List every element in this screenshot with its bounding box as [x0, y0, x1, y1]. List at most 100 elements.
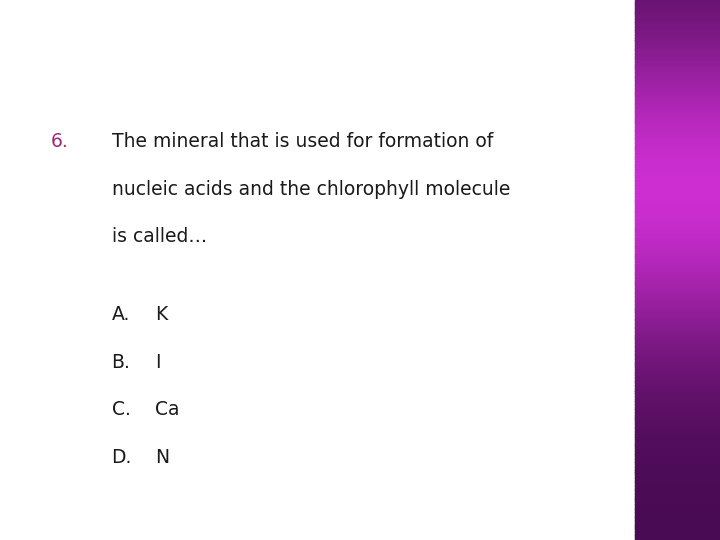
Bar	[635, 390, 720, 394]
Bar	[635, 245, 720, 248]
Bar	[635, 153, 720, 157]
Bar	[635, 272, 720, 275]
Bar	[635, 42, 720, 46]
Bar	[635, 361, 720, 365]
Bar	[635, 218, 720, 221]
Bar	[635, 374, 720, 378]
Bar	[635, 247, 720, 251]
Bar	[635, 215, 720, 219]
Bar	[635, 385, 720, 389]
Bar	[635, 156, 720, 159]
Bar	[635, 531, 720, 535]
Bar	[635, 85, 720, 89]
Bar	[635, 512, 720, 516]
Bar	[635, 118, 720, 122]
Bar	[635, 504, 720, 508]
Bar	[635, 509, 720, 513]
Bar	[635, 423, 720, 427]
Bar	[635, 461, 720, 464]
Text: nucleic acids and the chlorophyll molecule: nucleic acids and the chlorophyll molecu…	[112, 180, 510, 199]
Bar	[635, 412, 720, 416]
Bar	[635, 0, 720, 3]
Bar	[635, 45, 720, 49]
Bar	[635, 134, 720, 138]
Bar	[635, 172, 720, 176]
Bar	[635, 204, 720, 208]
Bar	[635, 201, 720, 205]
Bar	[635, 336, 720, 340]
Bar	[635, 436, 720, 440]
Bar	[635, 407, 720, 410]
Bar	[635, 482, 720, 486]
Bar	[635, 64, 720, 68]
Bar	[635, 366, 720, 370]
Bar	[635, 107, 720, 111]
Text: Ca: Ca	[155, 400, 179, 419]
Bar	[635, 363, 720, 367]
Bar	[635, 299, 720, 302]
Bar	[635, 434, 720, 437]
Bar	[635, 177, 720, 181]
Bar	[635, 496, 720, 500]
Bar	[635, 239, 720, 243]
Bar	[635, 536, 720, 540]
Bar	[635, 307, 720, 310]
Bar	[635, 498, 720, 502]
Text: I: I	[155, 353, 161, 372]
Bar	[635, 355, 720, 359]
Bar	[635, 112, 720, 116]
Bar	[635, 250, 720, 254]
Bar	[635, 288, 720, 292]
Bar	[635, 80, 720, 84]
Bar	[635, 301, 720, 305]
Bar	[635, 469, 720, 472]
Bar	[635, 58, 720, 62]
Bar	[635, 69, 720, 73]
Bar	[635, 428, 720, 432]
Bar	[635, 409, 720, 413]
Text: K: K	[155, 305, 167, 324]
Bar	[635, 104, 720, 108]
Bar	[635, 131, 720, 135]
Bar	[635, 447, 720, 451]
Bar	[635, 480, 720, 483]
Bar	[635, 12, 720, 16]
Bar	[635, 501, 720, 505]
Bar	[635, 342, 720, 346]
Bar	[635, 199, 720, 202]
Bar	[635, 377, 720, 381]
Bar	[635, 353, 720, 356]
Bar	[635, 61, 720, 65]
Bar	[635, 226, 720, 230]
Bar	[635, 396, 720, 400]
Bar	[635, 139, 720, 143]
Bar	[635, 293, 720, 297]
Bar	[635, 72, 720, 76]
Bar	[635, 115, 720, 119]
Bar	[635, 185, 720, 189]
Bar	[635, 358, 720, 362]
Bar	[635, 417, 720, 421]
Bar	[635, 466, 720, 470]
Bar	[635, 166, 720, 170]
Bar	[635, 463, 720, 467]
Bar	[635, 56, 720, 59]
Bar	[635, 26, 720, 30]
Bar	[635, 129, 720, 132]
Bar	[635, 220, 720, 224]
Bar	[635, 399, 720, 402]
Bar	[635, 274, 720, 278]
Bar	[635, 29, 720, 32]
Bar	[635, 10, 720, 14]
Bar	[635, 382, 720, 386]
Bar	[635, 207, 720, 211]
Bar	[635, 372, 720, 375]
Bar	[635, 388, 720, 392]
Bar	[635, 334, 720, 338]
Bar	[635, 490, 720, 494]
Bar	[635, 234, 720, 238]
Bar	[635, 458, 720, 462]
Bar	[635, 331, 720, 335]
Bar	[635, 285, 720, 289]
Bar	[635, 520, 720, 524]
